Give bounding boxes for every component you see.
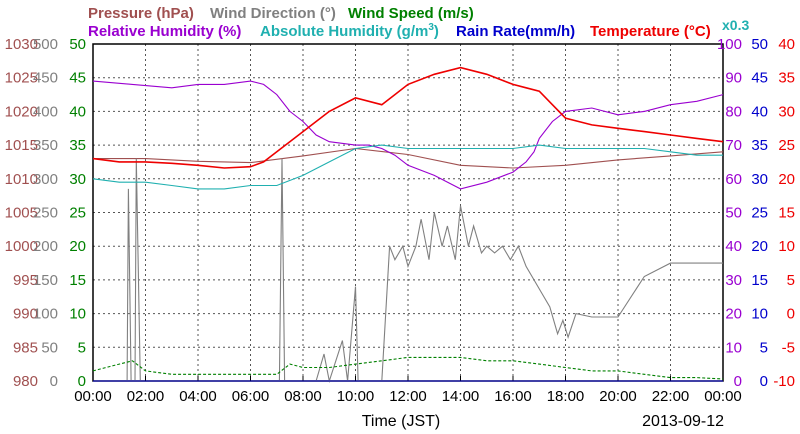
y-tick-label-rain-rate: 40 (751, 103, 768, 120)
y-tick-label-rain-rate: 50 (751, 36, 768, 53)
y-tick-label-rain-rate: 20 (751, 238, 768, 255)
y-tick-label-humidity: 60 (725, 171, 742, 188)
x-tick-label: 02:00 (127, 388, 165, 405)
y-tick-label-wind-speed: 45 (69, 70, 86, 87)
y-tick-label-wind-speed: 20 (69, 238, 86, 255)
x-tick-label: 14:00 (442, 388, 480, 405)
y-tick-label-humidity: 20 (725, 306, 742, 323)
y-tick-label-pressure: 1000 (5, 238, 38, 255)
x-tick-label: 18:00 (547, 388, 585, 405)
y-tick-label-temperature: -5 (782, 339, 795, 356)
y-tick-label-humidity: 70 (725, 137, 742, 154)
legend-rain-rate: Rain Rate(mm/h) (456, 23, 575, 40)
series-temperature-c (92, 66, 724, 169)
series-wind-direction (93, 158, 723, 384)
y-tick-label-wind-speed: 40 (69, 103, 86, 120)
y-tick-label-temperature: 0 (787, 306, 795, 323)
x-tick-label: 20:00 (599, 388, 637, 405)
date-label: 2013-09-12 (642, 413, 724, 430)
y-tick-label-humidity: 30 (725, 272, 742, 289)
y-tick-label-wind-direction: 150 (33, 272, 58, 289)
y-tick-label-rain-rate: 5 (760, 339, 768, 356)
y-tick-label-temperature: 20 (778, 171, 795, 188)
scale-note: x0.3 (722, 17, 749, 33)
y-tick-label-temperature: 5 (787, 272, 795, 289)
series-absolute-humidity-g-m (92, 144, 723, 190)
y-tick-label-rain-rate: 45 (751, 70, 768, 87)
legend-relative-humidity: Relative Humidity (%) (88, 23, 241, 40)
series-pressure-hpa (93, 147, 724, 169)
y-tick-label-rain-rate: 10 (751, 306, 768, 323)
y-tick-label-humidity: 100 (717, 36, 742, 53)
y-tick-label-pressure: 1010 (5, 171, 38, 188)
y-tick-label-wind-direction: 300 (33, 171, 58, 188)
y-tick-label-humidity: 10 (725, 339, 742, 356)
y-tick-label-pressure: 980 (13, 373, 38, 390)
x-tick-label: 04:00 (179, 388, 217, 405)
plot-area: 00:00 02:00 04:00 06:00 08:00 10:00 12:00 14:00… (5, 36, 795, 405)
y-tick-label-wind-speed: 35 (69, 137, 86, 154)
series-wind-speed-m-s (92, 356, 724, 380)
y-tick-label-temperature: 15 (778, 205, 795, 222)
y-tick-label-pressure: 1030 (5, 36, 38, 53)
x-tick-label: 08:00 (284, 388, 322, 405)
y-tick-label-pressure: 995 (13, 272, 38, 289)
y-tick-label-wind-speed: 15 (69, 272, 86, 289)
y-tick-label-wind-speed: 30 (69, 171, 86, 188)
legend-temperature: Temperature (°C) (590, 23, 711, 40)
y-tick-label-pressure: 1015 (5, 137, 38, 154)
x-tick-label: 00:00 (74, 388, 112, 405)
y-tick-label-humidity: 0 (734, 373, 742, 390)
y-tick-label-rain-rate: 30 (751, 171, 768, 188)
y-tick-label-wind-speed: 25 (69, 205, 86, 222)
y-tick-label-temperature: 40 (778, 36, 795, 53)
y-tick-label-pressure: 1020 (5, 103, 38, 120)
y-tick-label-temperature: -10 (773, 373, 795, 390)
x-tick-label: 22:00 (652, 388, 690, 405)
y-tick-label-pressure: 985 (13, 339, 38, 356)
x-tick-label: 06:00 (232, 388, 270, 405)
y-tick-label-wind-direction: 450 (33, 70, 58, 87)
x-tick-label: 00:00 (704, 388, 742, 405)
y-tick-label-rain-rate: 0 (760, 373, 768, 390)
x-tick-label: 10:00 (337, 388, 375, 405)
y-tick-label-pressure: 1025 (5, 70, 38, 87)
x-axis-label: Time (JST) (362, 413, 441, 430)
legend-pressure: Pressure (hPa) (88, 5, 194, 22)
y-tick-label-wind-speed: 50 (69, 36, 86, 53)
y-tick-label-wind-direction: 0 (50, 373, 58, 390)
legend-wind-direction: Wind Direction (°) (210, 5, 336, 22)
y-tick-label-wind-direction: 50 (41, 339, 58, 356)
y-tick-label-humidity: 40 (725, 238, 742, 255)
y-tick-label-wind-direction: 100 (33, 306, 58, 323)
x-tick-label: 16:00 (494, 388, 532, 405)
y-tick-label-pressure: 1005 (5, 205, 38, 222)
y-tick-label-temperature: 25 (778, 137, 795, 154)
y-tick-label-humidity: 80 (725, 103, 742, 120)
y-tick-label-temperature: 30 (778, 103, 795, 120)
y-tick-label-rain-rate: 25 (751, 205, 768, 222)
y-tick-label-temperature: 10 (778, 238, 795, 255)
y-tick-label-temperature: 35 (778, 70, 795, 87)
legend-wind-speed: Wind Speed (m/s) (348, 5, 474, 22)
y-tick-label-wind-direction: 400 (33, 103, 58, 120)
series-relative-humidity (92, 80, 724, 190)
y-tick-label-wind-direction: 250 (33, 205, 58, 222)
y-tick-label-humidity: 90 (725, 70, 742, 87)
y-tick-label-pressure: 990 (13, 306, 38, 323)
legend-absolute-humidity: Absolute Humidity (g/m3) (260, 22, 439, 40)
y-tick-label-wind-speed: 5 (78, 339, 86, 356)
y-tick-label-wind-direction: 500 (33, 36, 58, 53)
y-tick-label-rain-rate: 15 (751, 272, 768, 289)
y-tick-label-wind-direction: 200 (33, 238, 58, 255)
y-tick-label-humidity: 50 (725, 205, 742, 222)
y-tick-label-rain-rate: 35 (751, 137, 768, 154)
x-tick-label: 12:00 (389, 388, 427, 405)
y-tick-label-wind-speed: 10 (69, 306, 86, 323)
y-tick-label-wind-speed: 0 (78, 373, 86, 390)
y-tick-label-wind-direction: 350 (33, 137, 58, 154)
